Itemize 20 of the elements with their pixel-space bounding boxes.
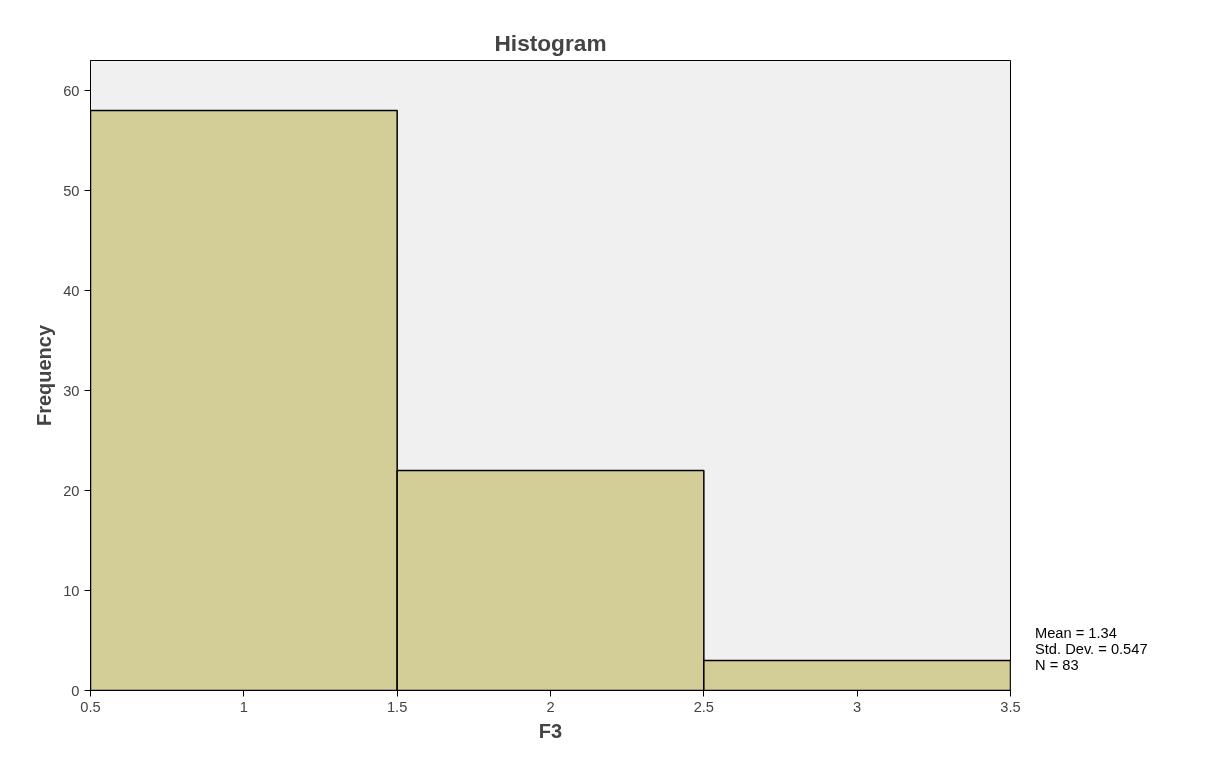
y-tick-label: 30 [63, 382, 80, 399]
y-tick-label: 0 [71, 682, 80, 699]
x-tick-label: 2.5 [693, 698, 715, 715]
text: N = 83 [1035, 657, 1080, 674]
x-tick-label: 3 [853, 698, 862, 715]
y-tick-label: 60 [63, 82, 80, 99]
chart-title: Histogram [494, 29, 607, 56]
y-axis-title: Frequency [33, 324, 56, 427]
y-tick-label: 50 [63, 182, 80, 199]
x-tick-label: 3.5 [1000, 698, 1021, 715]
x-tick-label: 1.5 [386, 698, 408, 715]
x-tick-label: 1 [239, 698, 248, 715]
x-tick-label: 2 [546, 698, 555, 715]
text: Std. Dev. = 0.547 [1035, 641, 1148, 658]
y-tick-label: 20 [63, 482, 80, 499]
y-tick-label: 40 [63, 282, 80, 299]
text: Mean = 1.34 [1035, 625, 1118, 642]
x-axis-title: F3 [538, 719, 563, 742]
y-tick-label: 10 [63, 582, 80, 599]
x-tick-label: 0.5 [80, 698, 101, 715]
